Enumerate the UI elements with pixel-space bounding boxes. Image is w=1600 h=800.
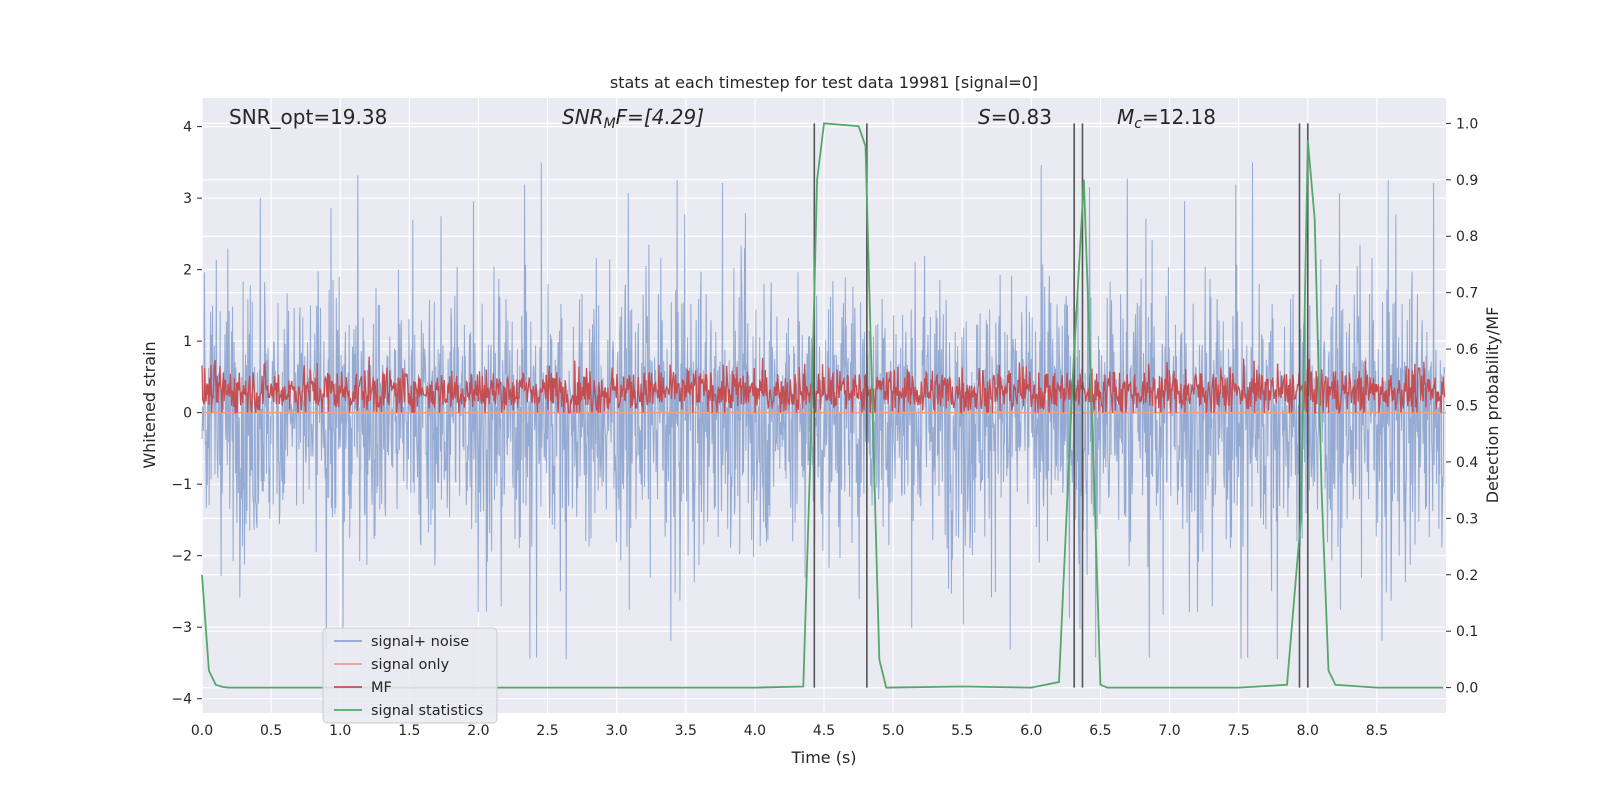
y-right-tick-label: 0.7: [1456, 286, 1478, 302]
y-right-tick-label: 0.6: [1456, 342, 1478, 358]
x-tick-labels: 0.0 0.5 1.0 1.5 2.0 2.5 3.0 3.5 4.0 4.5 5.0 5.5 6.0 6…: [191, 723, 1388, 739]
y-right-tick-labels: 1.0 0.9 0.8 0.7 0.6 0.5 0.4 0.3 0.2 0.1 0.0: [1446, 116, 1478, 697]
y-left-tick-label: −4: [171, 692, 192, 708]
y-right-tick-label: 1.0: [1456, 116, 1478, 132]
y-left-tick-label: −2: [171, 549, 192, 565]
legend-label-signal-statistics: signal statistics: [371, 703, 483, 719]
y-left-tick-label: 4: [183, 120, 192, 136]
x-tick-label: 1.0: [329, 723, 351, 739]
mf-series: [201, 356, 1446, 415]
y-left-tick-label: 1: [183, 334, 192, 350]
snr-mf-base: SNR: [562, 105, 604, 129]
legend-box: [322, 627, 498, 724]
x-tick-label: 7.0: [1158, 723, 1180, 739]
y-left-tick-label: 0: [183, 406, 192, 422]
y-right-tick-label: 0.0: [1456, 681, 1478, 697]
x-tick-label: 8.5: [1366, 723, 1388, 739]
y-right-tick-label: 0.4: [1456, 455, 1478, 471]
snr-opt-annotation: SNR_opt=19.38: [229, 105, 387, 129]
y-right-tick-label: 0.3: [1456, 511, 1478, 527]
mc-rest: =12.18: [1142, 105, 1216, 129]
y-right-tick-label: 0.9: [1456, 173, 1478, 189]
s-rest: =0.83: [991, 105, 1052, 129]
x-tick-label: 4.0: [744, 723, 766, 739]
x-tick-label: 7.5: [1228, 723, 1250, 739]
snr-mf-sub: M: [604, 116, 616, 132]
y-left-tick-label: 2: [183, 263, 192, 279]
x-tick-label: 2.0: [467, 723, 489, 739]
snr-mf-rest: F=[4.29]: [616, 105, 704, 129]
legend-label-signal-noise: signal+ noise: [371, 634, 469, 650]
x-tick-label: 6.0: [1020, 723, 1042, 739]
y-left-tick-label: −1: [171, 477, 192, 493]
y-left-tick-labels: 4 3 2 1 0 −1 −2 −3 −4: [171, 120, 202, 708]
y-left-tick-label: 3: [183, 191, 192, 207]
y-axis-left-label: Whitened strain: [140, 341, 159, 468]
x-tick-label: 3.5: [675, 723, 697, 739]
x-tick-label: 5.5: [951, 723, 973, 739]
y-right-tick-label: 0.5: [1456, 399, 1478, 415]
s-annotation: S=0.83: [978, 105, 1052, 129]
y-axis-right-label: Detection probability/MF: [1483, 307, 1502, 504]
chart-title: stats at each timestep for test data 199…: [610, 73, 1038, 92]
x-tick-label: 5.0: [882, 723, 904, 739]
y-right-tick-label: 0.8: [1456, 229, 1478, 245]
x-tick-label: 3.0: [606, 723, 628, 739]
legend-label-signal-only: signal only: [371, 657, 450, 673]
s-base: S: [978, 105, 991, 129]
legend-label-mf: MF: [371, 680, 392, 696]
x-tick-label: 2.5: [536, 723, 558, 739]
y-left-tick-label: −3: [171, 620, 192, 636]
mc-sub: c: [1134, 116, 1142, 132]
legend: signal+ noise signal only MF signal stat…: [322, 627, 498, 724]
x-tick-label: 6.5: [1089, 723, 1111, 739]
signal-noise-series: [201, 162, 1446, 660]
x-tick-label: 8.0: [1297, 723, 1319, 739]
x-tick-label: 0.5: [260, 723, 282, 739]
snr-mf-annotation: SNRMF=[4.29]: [562, 105, 704, 132]
mc-annotation: Mc=12.18: [1117, 105, 1216, 132]
x-tick-label: 0.0: [191, 723, 213, 739]
signal-noise-line: [201, 162, 1446, 660]
x-tick-label: 1.5: [398, 723, 420, 739]
mc-base: M: [1117, 105, 1134, 129]
y-right-tick-label: 0.1: [1456, 624, 1478, 640]
x-axis-label: Time (s): [790, 748, 856, 767]
x-tick-label: 4.5: [813, 723, 835, 739]
y-right-tick-label: 0.2: [1456, 568, 1478, 584]
mf-line: [201, 356, 1446, 415]
